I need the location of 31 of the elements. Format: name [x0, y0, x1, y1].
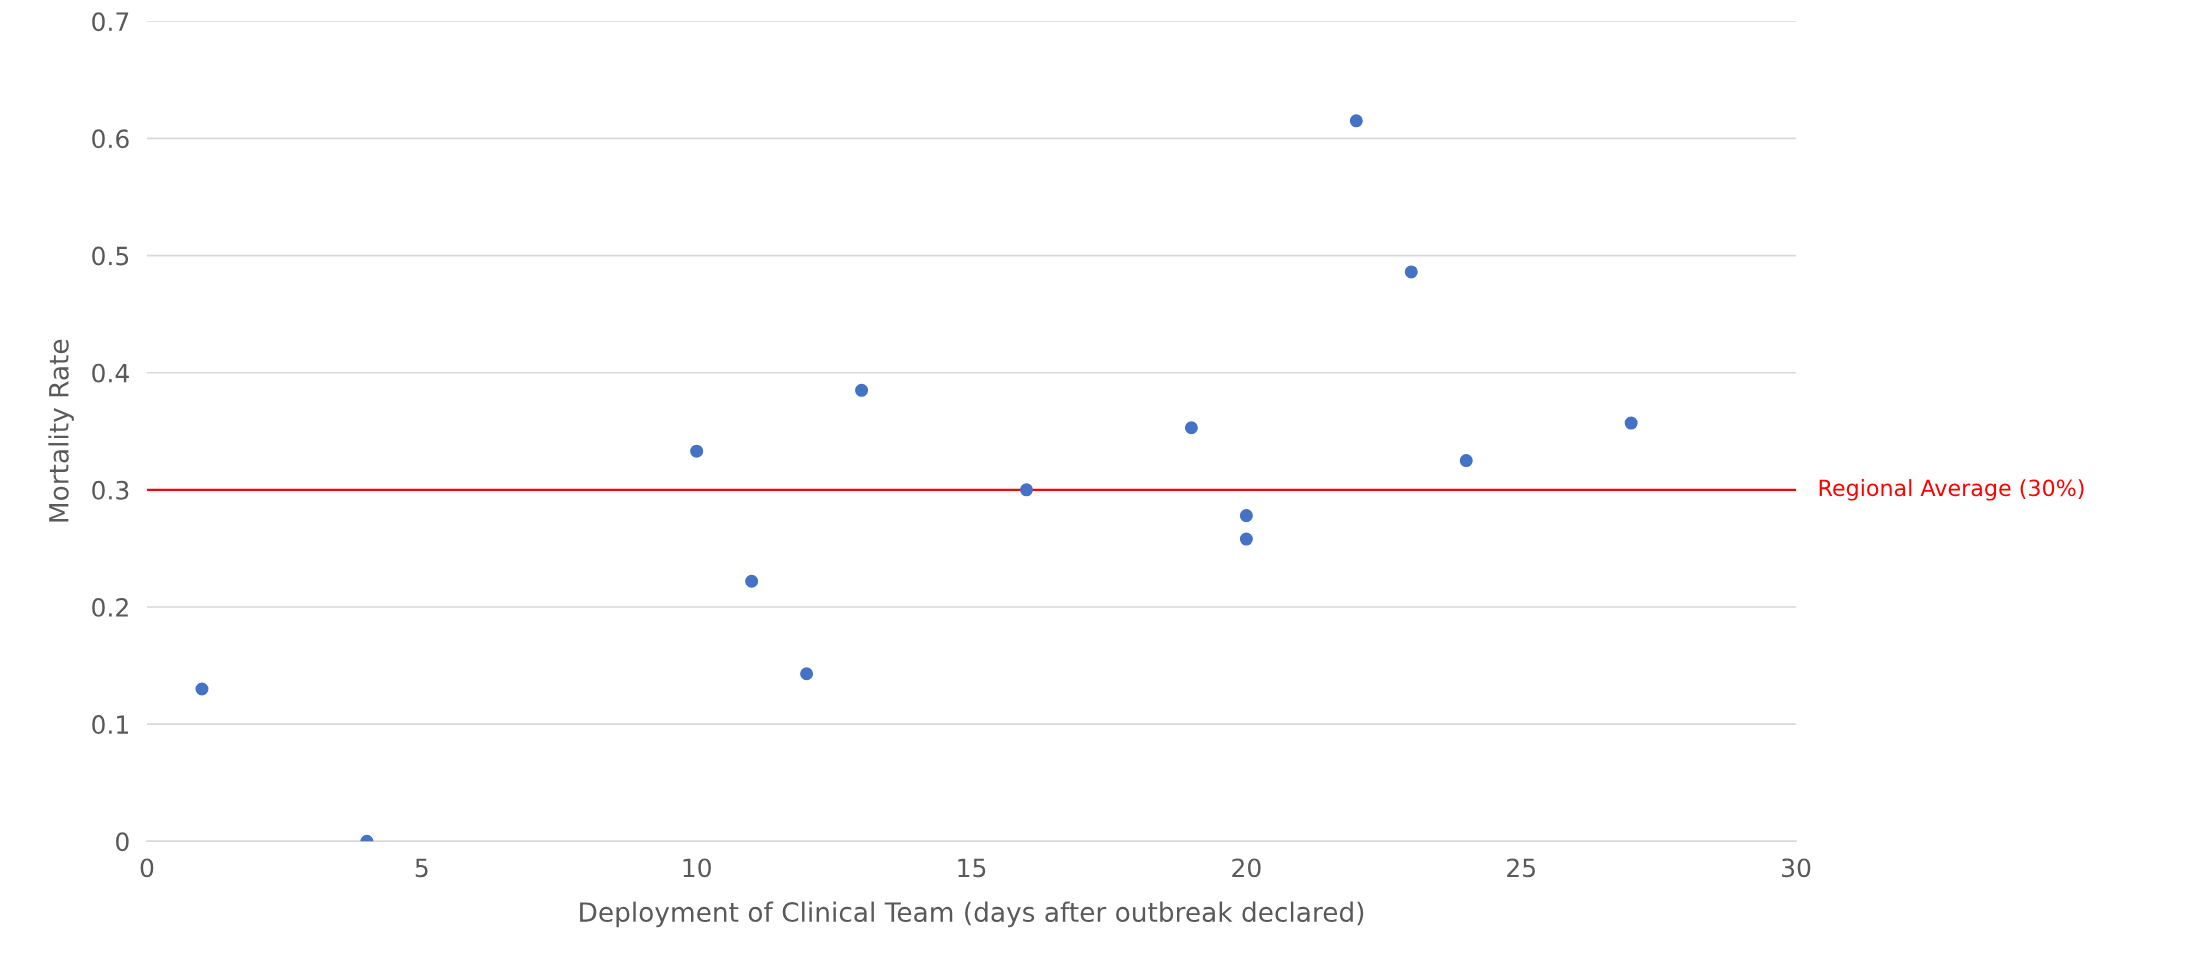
- point: [690, 444, 704, 458]
- point: [745, 574, 759, 588]
- y-tick-label: 0: [116, 832, 129, 852]
- x-tick-label: 0: [140, 858, 154, 878]
- y-tick-label: 0.5: [92, 246, 129, 266]
- ref-line-label: Regional Average (30%): [1819, 479, 2084, 501]
- point: [1624, 416, 1638, 430]
- x-tick-label: 15: [958, 858, 986, 878]
- point: [1404, 265, 1418, 279]
- x-tick-label: 10: [683, 858, 711, 878]
- x-tick-label: 25: [1507, 858, 1535, 878]
- y-tick-label: 0.4: [92, 363, 129, 383]
- y-tick-label: 0.7: [92, 12, 129, 32]
- x-tick-label: 30: [1782, 858, 1811, 878]
- point: [195, 682, 209, 696]
- point: [1184, 421, 1198, 435]
- x-axis-title: Deployment of Clinical Team (days after outbreak declared): [580, 901, 1364, 928]
- point: [1019, 483, 1033, 497]
- point: [1459, 454, 1473, 468]
- x-tick-label: 20: [1232, 858, 1261, 878]
- y-tick-label: 0.3: [92, 480, 129, 500]
- y-axis-title: Mortality Rate: [48, 339, 74, 522]
- point: [855, 383, 869, 397]
- point: [1239, 532, 1253, 546]
- y-tick-label: 0.6: [92, 129, 129, 149]
- x-tick-label: 5: [415, 858, 428, 878]
- y-tick-label: 0.1: [92, 715, 128, 734]
- point: [800, 667, 814, 681]
- point: [1239, 509, 1253, 523]
- y-tick-label: 0.2: [92, 597, 128, 617]
- point: [1349, 114, 1363, 128]
